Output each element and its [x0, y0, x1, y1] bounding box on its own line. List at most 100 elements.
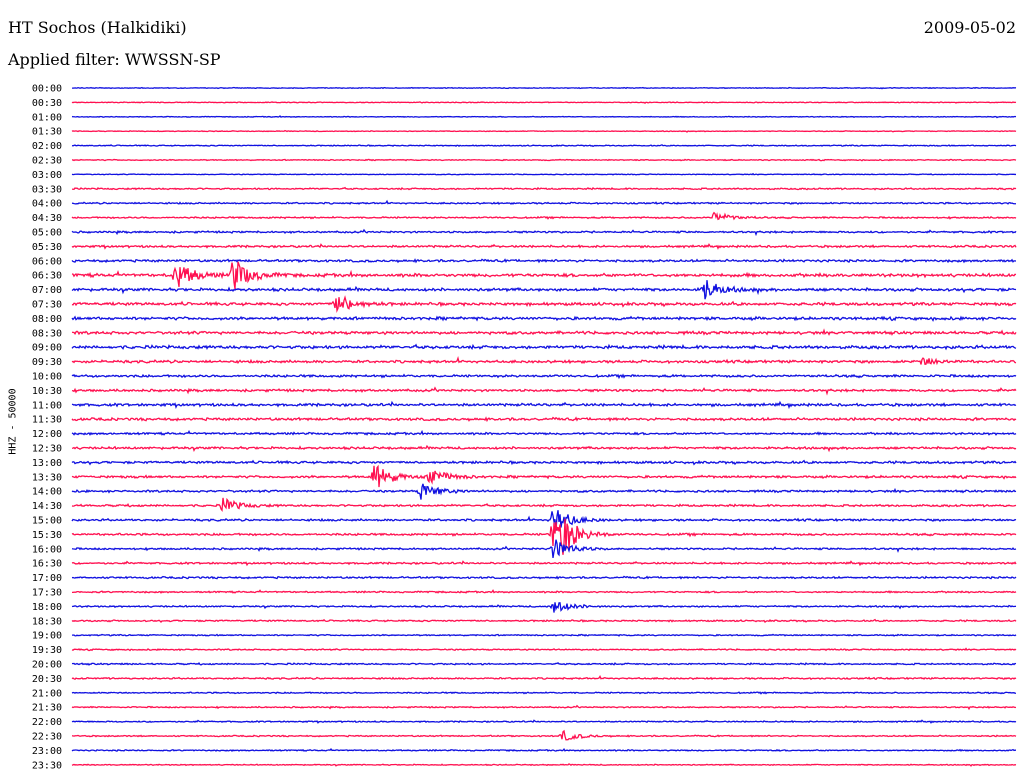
- seismic-trace: [71, 228, 1017, 237]
- row-time-label: 00:00: [32, 84, 62, 95]
- row-time-label: 01:00: [32, 112, 62, 123]
- row-time-label: 08:00: [32, 314, 62, 325]
- seismic-trace: [71, 589, 1017, 594]
- seismic-trace: [71, 186, 1017, 191]
- seismic-trace: [71, 115, 1017, 119]
- row-time-label: 22:30: [32, 732, 62, 743]
- seismic-trace: [71, 429, 1017, 436]
- seismic-trace: [71, 704, 1017, 711]
- row-time-label: 20:00: [32, 660, 62, 671]
- row-time-label: 21:00: [32, 688, 62, 699]
- row-time-label: 10:00: [32, 372, 62, 383]
- seismic-trace: [71, 661, 1017, 666]
- seismic-trace: [71, 464, 1017, 488]
- row-time-label: 01:30: [32, 127, 62, 138]
- row-time-label: 11:30: [32, 415, 62, 426]
- seismic-trace: [71, 243, 1017, 250]
- seismic-trace: [71, 618, 1017, 624]
- seismic-trace: [71, 497, 1017, 512]
- row-time-label: 11:00: [32, 400, 62, 411]
- seismic-trace: [71, 199, 1016, 205]
- seismic-trace: [71, 258, 1017, 264]
- seismic-trace: [71, 444, 1017, 453]
- seismic-trace: [71, 763, 1017, 767]
- row-time-label: 02:30: [32, 156, 62, 167]
- row-time-label: 04:00: [32, 199, 62, 210]
- row-time-label: 14:00: [32, 487, 62, 498]
- seismic-trace: [71, 315, 1017, 322]
- row-time-label: 15:00: [32, 516, 62, 527]
- row-time-label: 05:30: [32, 242, 62, 253]
- row-time-label: 04:30: [32, 213, 62, 224]
- row-time-label: 10:30: [32, 386, 62, 397]
- seismic-trace: [71, 343, 1017, 351]
- row-time-label: 05:00: [32, 228, 62, 239]
- row-time-label: 12:30: [32, 444, 62, 455]
- row-time-label: 23:00: [32, 746, 62, 757]
- row-time-label: 13:30: [32, 472, 62, 483]
- row-time-label: 13:00: [32, 458, 62, 469]
- row-time-label: 18:30: [32, 616, 62, 627]
- seismic-trace: [71, 691, 1017, 695]
- row-time-label: 22:00: [32, 717, 62, 728]
- row-time-label: 20:30: [32, 674, 62, 685]
- filter-label: Applied filter: WWSSN-SP: [8, 50, 221, 69]
- seismic-trace: [71, 483, 1017, 500]
- seismic-trace: [71, 129, 1017, 133]
- date-label: 2009-05-02: [923, 18, 1016, 37]
- station-title: HT Sochos (Halkidiki): [8, 18, 187, 37]
- seismic-trace: [71, 280, 1017, 300]
- seismic-trace: [71, 719, 1017, 724]
- seismic-trace: [71, 647, 1017, 652]
- seismic-trace: [71, 386, 1017, 396]
- row-time-label: 18:00: [32, 602, 62, 613]
- row-time-label: 12:00: [32, 429, 62, 440]
- row-time-label: 03:00: [32, 170, 62, 181]
- seismic-trace: [71, 539, 1017, 559]
- seismic-trace: [71, 211, 1017, 221]
- row-time-label: 07:30: [32, 300, 62, 311]
- seismic-trace: [72, 633, 1017, 637]
- seismic-trace: [71, 459, 1017, 466]
- seismic-trace: [71, 144, 1017, 148]
- seismic-trace: [71, 86, 1017, 90]
- seismic-trace: [71, 356, 1017, 366]
- row-time-label: 08:30: [32, 328, 62, 339]
- seismic-trace: [71, 416, 1017, 423]
- seismic-trace: [71, 172, 1017, 176]
- seismic-trace: [71, 328, 1017, 336]
- row-time-label: 02:00: [32, 141, 62, 152]
- seismic-trace: [71, 400, 1017, 410]
- row-time-label: 17:00: [32, 573, 62, 584]
- seismic-trace: [71, 261, 1017, 290]
- seismic-trace: [71, 518, 1017, 555]
- row-time-label: 16:30: [32, 559, 62, 570]
- row-time-label: 23:30: [32, 760, 62, 771]
- row-time-label: 09:00: [32, 343, 62, 354]
- seismic-trace: [71, 560, 1017, 567]
- seismic-trace: [71, 729, 1017, 741]
- row-time-label: 09:30: [32, 357, 62, 368]
- row-time-label: 06:00: [32, 256, 62, 267]
- row-time-label: 00:30: [32, 98, 62, 109]
- row-time-label: 07:00: [32, 285, 62, 296]
- seismic-trace: [71, 295, 1017, 313]
- seismic-trace: [71, 602, 1017, 613]
- row-time-label: 21:30: [32, 703, 62, 714]
- row-time-label: 14:30: [32, 501, 62, 512]
- row-time-label: 16:00: [32, 544, 62, 555]
- row-time-label: 19:00: [32, 631, 62, 642]
- row-time-label: 06:30: [32, 271, 62, 282]
- seismic-trace: [71, 674, 1017, 681]
- row-time-label: 15:30: [32, 530, 62, 541]
- seismic-trace: [71, 101, 1017, 104]
- seismic-trace: [71, 510, 1017, 531]
- row-time-label: 03:30: [32, 184, 62, 195]
- seismic-trace: [71, 747, 1016, 752]
- row-time-label: 17:30: [32, 588, 62, 599]
- seismic-trace: [71, 373, 1017, 380]
- row-time-label: 19:30: [32, 645, 62, 656]
- seismic-trace: [71, 575, 1017, 580]
- seismic-trace: [71, 158, 1017, 162]
